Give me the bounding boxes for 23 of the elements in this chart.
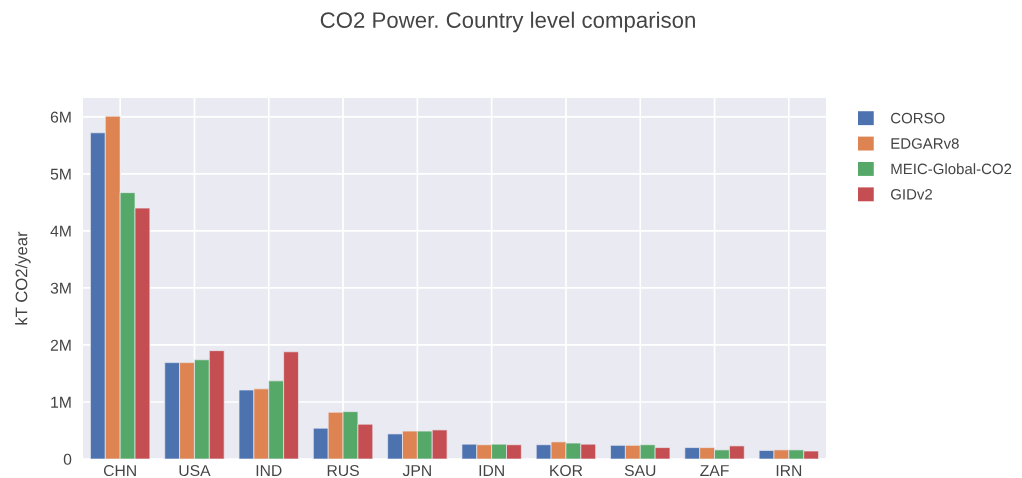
y-tick-label: 5M bbox=[50, 168, 71, 180]
y-tick-label: 6M bbox=[50, 111, 71, 123]
x-tick-label: USA bbox=[179, 464, 211, 477]
legend-label: EDGARv8 bbox=[891, 138, 959, 149]
x-tick-label: KOR bbox=[550, 464, 583, 477]
y-tick-label: 3M bbox=[50, 282, 71, 294]
y-tick-label: 2M bbox=[50, 339, 71, 351]
x-tick-label: IRN bbox=[776, 465, 802, 476]
legend-label: CORSO bbox=[891, 112, 945, 124]
legend-label: MEIC-Global-CO2 bbox=[891, 163, 1012, 175]
chart-title: CO2 Power. Country level comparison bbox=[320, 11, 695, 33]
x-tick-label: SAU bbox=[624, 464, 656, 477]
x-tick-label: IDN bbox=[479, 465, 504, 476]
y-tick-label: 0 bbox=[63, 453, 72, 465]
y-axis-title: kT CO2/year bbox=[15, 231, 31, 325]
legend-label: GIDv2 bbox=[891, 188, 933, 200]
y-tick-label: 4M bbox=[50, 225, 71, 237]
x-tick-label: JPN bbox=[402, 465, 431, 477]
x-tick-label: RUS bbox=[327, 464, 359, 477]
x-tick-label: CHN bbox=[103, 464, 136, 477]
x-tick-label: IND bbox=[256, 465, 282, 476]
x-tick-label: ZAF bbox=[700, 465, 729, 476]
y-tick-label: 1M bbox=[51, 396, 71, 408]
